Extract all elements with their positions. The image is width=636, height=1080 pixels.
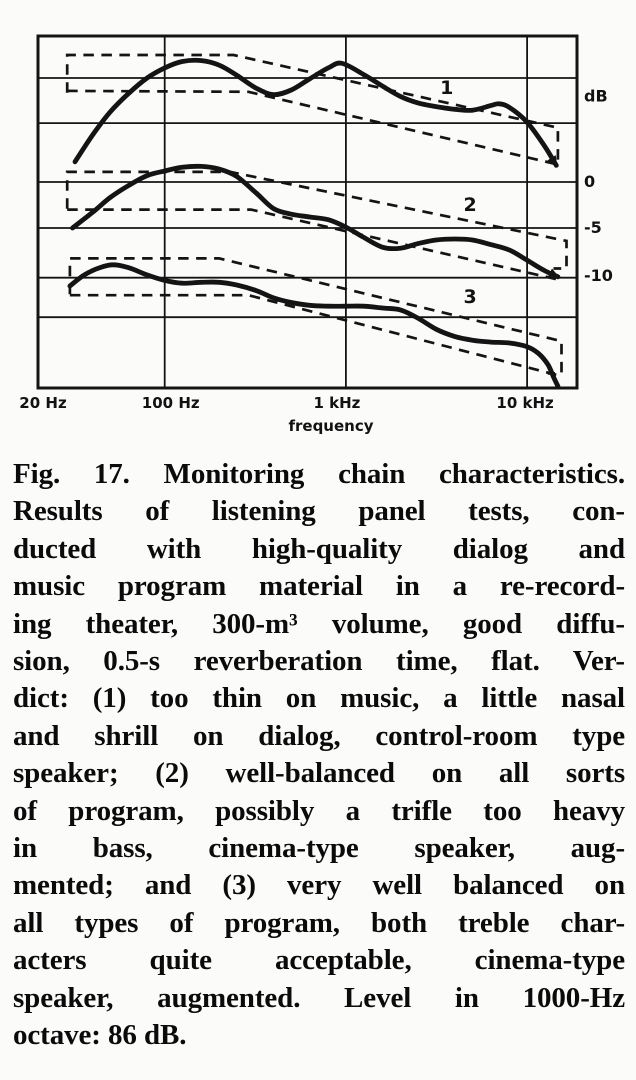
caption-line: ducted with high-quality dialog and xyxy=(13,532,625,565)
caption-line: acters quite acceptable, cinema-type xyxy=(13,944,625,977)
caption-line: speaker; (2) well-balanced on all sorts xyxy=(13,757,625,790)
response-curve-3 xyxy=(67,262,561,389)
curve-number-label-1: 1 xyxy=(440,77,453,99)
tolerance-limit-upper-3 xyxy=(68,257,563,375)
caption-line: sion, 0.5-s reverberation time, flat. Ve… xyxy=(13,645,625,678)
response-curve-2 xyxy=(70,163,561,280)
x-tick-label: 1 kHz xyxy=(313,394,360,412)
caption-line: all types of program, both treble char- xyxy=(13,906,625,939)
x-tick-label: 100 Hz xyxy=(142,394,200,412)
response-curve-1 xyxy=(72,57,559,168)
figure-caption: Fig. 17. Monitoring chain characteristic… xyxy=(13,456,625,1055)
caption-line: octave: 86 dB. xyxy=(13,1019,187,1052)
y-axis-label: -10 xyxy=(584,266,613,285)
figure-chart: 1 2 3 20 Hz 100 Hz 1 kHz 10 kHz frequency dB 0 -5 -… xyxy=(19,34,613,435)
caption-line: dict: (1) too thin on music, a little na… xyxy=(13,682,625,715)
y-axis-label: 0 xyxy=(584,172,595,191)
caption-line: Results of listening panel tests, con- xyxy=(13,495,625,528)
tolerance-limit-lower-3 xyxy=(69,293,559,377)
x-tick-label: 20 Hz xyxy=(19,394,67,412)
curve-number-label-2: 2 xyxy=(463,194,476,216)
plot-area: 1 2 3 20 Hz 100 Hz 1 kHz 10 kHz frequency dB 0 -5 -… xyxy=(19,34,613,435)
tolerance-limit-lower-2 xyxy=(67,208,559,281)
caption-line: in bass, cinema-type speaker, aug- xyxy=(13,832,625,865)
x-axis-title: frequency xyxy=(288,417,373,435)
caption-line: ing theater, 300-m³ volume, good diffu- xyxy=(13,607,625,640)
caption-line: music program material in a re-record- xyxy=(13,570,625,603)
caption-line: and shrill on dialog, control-room type xyxy=(13,719,625,752)
curve-number-label-3: 3 xyxy=(463,286,476,308)
plot-border xyxy=(36,34,579,390)
x-tick-label: 10 kHz xyxy=(496,394,554,412)
caption-line: Fig. 17. Monitoring chain characteristic… xyxy=(13,458,625,490)
figure: 1 2 3 20 Hz 100 Hz 1 kHz 10 kHz frequency dB 0 -5 -… xyxy=(13,34,625,1055)
y-axis-label: -5 xyxy=(584,218,602,237)
caption-line: of program, possibly a trifle too heavy xyxy=(13,794,625,827)
tolerance-limit-lower-1 xyxy=(67,89,559,166)
y-axis-label: dB xyxy=(584,86,608,105)
caption-line: speaker, augmented. Level in 1000-Hz xyxy=(13,981,625,1014)
caption-line: mented; and (3) very well balanced on xyxy=(13,869,625,902)
